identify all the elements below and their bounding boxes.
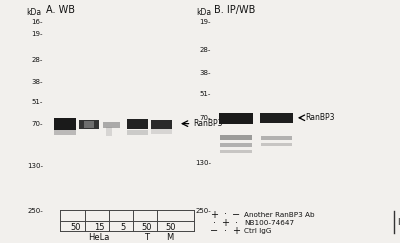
Bar bbox=[84, 121, 94, 128]
Text: 50: 50 bbox=[70, 223, 80, 232]
Text: 5: 5 bbox=[120, 223, 125, 232]
Bar bbox=[220, 135, 252, 140]
Bar bbox=[79, 120, 98, 129]
Text: Ctrl IgG: Ctrl IgG bbox=[244, 228, 272, 234]
Text: +: + bbox=[221, 218, 229, 228]
Text: +: + bbox=[232, 226, 240, 236]
Text: 28-: 28- bbox=[32, 57, 43, 63]
Bar bbox=[151, 120, 172, 129]
Text: +: + bbox=[210, 209, 218, 220]
Text: Another RanBP3 Ab: Another RanBP3 Ab bbox=[244, 212, 315, 217]
Text: 51-: 51- bbox=[200, 92, 211, 97]
Bar bbox=[103, 122, 120, 128]
Text: 38-: 38- bbox=[32, 78, 43, 85]
Text: kDa: kDa bbox=[26, 8, 41, 17]
Bar bbox=[151, 129, 172, 134]
Text: ·: · bbox=[224, 209, 227, 220]
Text: 250-: 250- bbox=[196, 208, 211, 214]
Bar bbox=[219, 113, 253, 124]
Text: RanBP3: RanBP3 bbox=[194, 119, 223, 128]
Text: RanBP3: RanBP3 bbox=[306, 113, 335, 122]
Text: A. WB: A. WB bbox=[46, 5, 75, 15]
Text: 50: 50 bbox=[141, 223, 152, 232]
Bar bbox=[220, 143, 252, 147]
Text: 19-: 19- bbox=[200, 19, 211, 25]
Bar bbox=[261, 143, 292, 147]
Text: B. IP/WB: B. IP/WB bbox=[214, 5, 255, 15]
Text: HeLa: HeLa bbox=[88, 233, 110, 242]
Text: ·: · bbox=[212, 218, 216, 228]
Text: NB100-74647: NB100-74647 bbox=[244, 220, 294, 226]
Text: 28-: 28- bbox=[200, 47, 211, 53]
Text: 130-: 130- bbox=[195, 160, 211, 166]
Bar bbox=[106, 127, 112, 136]
Bar bbox=[261, 136, 292, 140]
Text: 51-: 51- bbox=[32, 99, 43, 105]
Bar bbox=[127, 119, 148, 129]
Bar bbox=[54, 118, 76, 130]
Bar bbox=[260, 113, 293, 123]
Text: −: − bbox=[232, 209, 240, 220]
Text: ·: · bbox=[234, 218, 238, 228]
Text: 15: 15 bbox=[94, 223, 104, 232]
Text: IP: IP bbox=[397, 218, 400, 227]
Bar bbox=[220, 150, 252, 153]
Text: 70-: 70- bbox=[200, 115, 211, 121]
Text: 130-: 130- bbox=[27, 163, 43, 169]
Text: M: M bbox=[167, 233, 174, 242]
Text: kDa: kDa bbox=[196, 8, 211, 17]
Text: −: − bbox=[210, 226, 218, 236]
Bar bbox=[127, 130, 148, 135]
Text: 70-: 70- bbox=[32, 121, 43, 127]
Text: ·: · bbox=[224, 226, 227, 236]
Text: 16-: 16- bbox=[32, 19, 43, 25]
Text: T: T bbox=[144, 233, 149, 242]
Text: 19-: 19- bbox=[32, 31, 43, 37]
Text: 38-: 38- bbox=[200, 70, 211, 76]
Text: 50: 50 bbox=[165, 223, 176, 232]
Bar bbox=[54, 130, 76, 135]
Text: 250-: 250- bbox=[28, 208, 43, 214]
